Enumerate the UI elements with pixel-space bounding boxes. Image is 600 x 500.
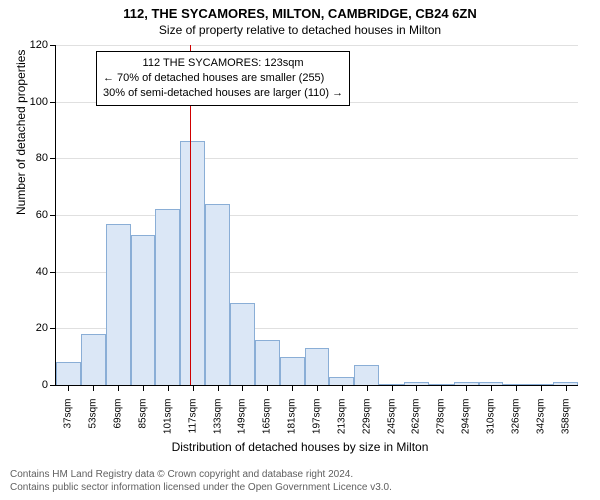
bar bbox=[329, 377, 354, 386]
x-tick-label: 101sqm bbox=[162, 399, 173, 435]
x-tick-label: 310sqm bbox=[486, 399, 497, 435]
x-tick-label: 117sqm bbox=[187, 399, 198, 434]
bar bbox=[553, 382, 578, 385]
footer-line-2: Contains public sector information licen… bbox=[10, 481, 392, 494]
bar bbox=[503, 384, 528, 385]
x-tick bbox=[193, 386, 194, 391]
annotation-box: 112 THE SYCAMORES: 123sqm ← 70% of detac… bbox=[96, 51, 350, 106]
x-axis-label: Distribution of detached houses by size … bbox=[0, 440, 600, 454]
bar bbox=[255, 340, 280, 385]
chart-title: 112, THE SYCAMORES, MILTON, CAMBRIDGE, C… bbox=[0, 0, 600, 21]
x-tick bbox=[342, 386, 343, 391]
bar bbox=[131, 235, 156, 385]
y-tick bbox=[50, 385, 55, 386]
bar bbox=[230, 303, 255, 385]
bar bbox=[305, 348, 330, 385]
x-tick bbox=[168, 386, 169, 391]
x-tick bbox=[466, 386, 467, 391]
x-tick bbox=[118, 386, 119, 391]
x-tick-label: 213sqm bbox=[336, 399, 347, 435]
bar bbox=[454, 382, 479, 385]
x-tick bbox=[267, 386, 268, 391]
x-tick-label: 342sqm bbox=[535, 399, 546, 435]
y-tick-label: 100 bbox=[30, 96, 48, 108]
annotation-line-1: 112 THE SYCAMORES: 123sqm bbox=[103, 56, 343, 71]
bar bbox=[429, 384, 454, 385]
y-tick bbox=[50, 272, 55, 273]
annotation-line-3: 30% of semi-detached houses are larger (… bbox=[103, 86, 343, 101]
plot-area: 112 THE SYCAMORES: 123sqm ← 70% of detac… bbox=[55, 45, 578, 386]
chart-container: 112, THE SYCAMORES, MILTON, CAMBRIDGE, C… bbox=[0, 0, 600, 500]
bar bbox=[479, 382, 504, 385]
x-tick-label: 197sqm bbox=[312, 399, 323, 435]
gridline bbox=[56, 158, 578, 159]
y-tick-label: 80 bbox=[36, 152, 48, 164]
bar bbox=[81, 334, 106, 385]
x-tick-label: 229sqm bbox=[361, 399, 372, 435]
x-tick-label: 245sqm bbox=[386, 399, 397, 435]
y-tick-label: 60 bbox=[36, 209, 48, 221]
bar bbox=[155, 209, 180, 385]
x-tick bbox=[68, 386, 69, 391]
x-tick bbox=[93, 386, 94, 391]
bar bbox=[106, 224, 131, 386]
x-tick-label: 53sqm bbox=[88, 399, 99, 429]
x-tick-label: 181sqm bbox=[287, 399, 298, 435]
x-tick-label: 294sqm bbox=[461, 399, 472, 435]
x-tick bbox=[143, 386, 144, 391]
y-tick-label: 40 bbox=[36, 266, 48, 278]
x-tick bbox=[218, 386, 219, 391]
y-tick bbox=[50, 328, 55, 329]
x-tick bbox=[242, 386, 243, 391]
y-tick bbox=[50, 215, 55, 216]
y-tick bbox=[50, 102, 55, 103]
bar bbox=[205, 204, 230, 385]
x-tick-label: 149sqm bbox=[237, 399, 248, 435]
footer: Contains HM Land Registry data © Crown c… bbox=[10, 468, 392, 494]
bar bbox=[354, 365, 379, 385]
bar bbox=[528, 384, 553, 385]
gridline bbox=[56, 45, 578, 46]
y-axis-label: Number of detached properties bbox=[14, 50, 28, 215]
x-tick-label: 165sqm bbox=[262, 399, 273, 435]
bar bbox=[379, 384, 404, 385]
x-tick bbox=[441, 386, 442, 391]
x-tick-label: 133sqm bbox=[212, 399, 223, 435]
y-tick bbox=[50, 158, 55, 159]
x-tick bbox=[292, 386, 293, 391]
bar bbox=[404, 382, 429, 385]
y-tick-label: 0 bbox=[42, 379, 48, 391]
x-tick-label: 69sqm bbox=[113, 399, 124, 429]
x-tick bbox=[416, 386, 417, 391]
annotation-line-2: ← 70% of detached houses are smaller (25… bbox=[103, 71, 343, 86]
x-tick-label: 85sqm bbox=[138, 399, 149, 429]
x-tick-label: 37sqm bbox=[63, 399, 74, 429]
bar bbox=[280, 357, 305, 385]
x-tick bbox=[491, 386, 492, 391]
y-tick-label: 20 bbox=[36, 322, 48, 334]
chart-subtitle: Size of property relative to detached ho… bbox=[0, 21, 600, 37]
bar bbox=[180, 141, 205, 385]
x-tick-label: 278sqm bbox=[436, 399, 447, 435]
gridline bbox=[56, 215, 578, 216]
x-tick bbox=[367, 386, 368, 391]
x-tick-label: 358sqm bbox=[560, 399, 571, 435]
bar bbox=[56, 362, 81, 385]
x-tick-label: 326sqm bbox=[510, 399, 521, 435]
x-tick bbox=[566, 386, 567, 391]
x-tick-label: 262sqm bbox=[411, 399, 422, 435]
y-tick bbox=[50, 45, 55, 46]
y-tick-label: 120 bbox=[30, 39, 48, 51]
x-tick bbox=[317, 386, 318, 391]
x-tick bbox=[392, 386, 393, 391]
x-tick bbox=[516, 386, 517, 391]
footer-line-1: Contains HM Land Registry data © Crown c… bbox=[10, 468, 392, 481]
x-tick bbox=[541, 386, 542, 391]
